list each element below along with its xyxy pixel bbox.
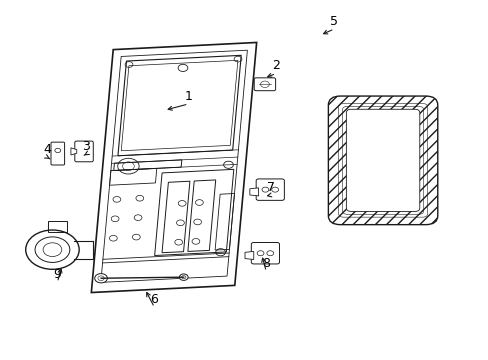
FancyBboxPatch shape	[328, 96, 437, 225]
Text: 8: 8	[262, 257, 270, 270]
Circle shape	[179, 274, 188, 280]
Text: 9: 9	[53, 268, 61, 281]
Polygon shape	[244, 251, 253, 260]
FancyBboxPatch shape	[251, 243, 279, 264]
FancyBboxPatch shape	[75, 141, 93, 162]
FancyBboxPatch shape	[256, 179, 284, 201]
FancyBboxPatch shape	[254, 78, 275, 91]
Text: 7: 7	[267, 181, 275, 194]
Polygon shape	[249, 188, 258, 196]
Polygon shape	[71, 148, 77, 155]
Circle shape	[26, 230, 79, 269]
FancyBboxPatch shape	[51, 142, 64, 165]
Circle shape	[95, 274, 107, 283]
Text: 2: 2	[272, 59, 280, 72]
Text: 4: 4	[43, 143, 51, 156]
Text: 6: 6	[150, 293, 158, 306]
Text: 5: 5	[330, 14, 338, 27]
Text: 1: 1	[184, 90, 192, 103]
FancyBboxPatch shape	[346, 109, 419, 211]
Text: 3: 3	[82, 140, 90, 153]
